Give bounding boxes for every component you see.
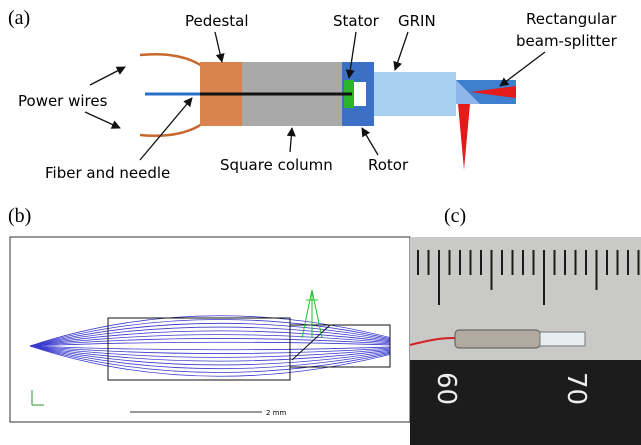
panel-tag: (c) [444,205,466,227]
arrow [215,32,222,62]
panel-tag: (b) [8,205,31,227]
wire [140,54,202,66]
wire [140,124,202,136]
beam [458,104,470,170]
arrow [85,112,120,128]
figure: (a) Pedestal Stator GRIN Rectangular bea… [0,0,641,445]
arrow [395,32,408,70]
arrow [140,98,192,160]
grin-lens [374,72,456,116]
label: Power wires [18,92,108,110]
arrow [362,128,378,155]
ruler-number: 60 [431,372,461,405]
ruler-number: 70 [561,372,591,405]
label: Stator [333,12,380,30]
panel-c: (c) 60 70 [410,205,641,445]
frame [10,237,410,422]
label: Square column [220,156,333,174]
panel-tag: (a) [8,7,30,29]
label: Fiber and needle [45,164,170,182]
label: Rotor [368,156,409,174]
scale-label: 2 mm [266,409,286,417]
panel-b: (b) 2 mm [8,205,410,422]
probe-tip [540,332,585,346]
label: Pedestal [185,12,249,30]
label: beam-splitter [516,32,618,50]
label: GRIN [398,12,436,30]
arrow [290,128,292,152]
probe [455,330,540,348]
arrow [500,52,545,86]
panel-a: (a) Pedestal Stator GRIN Rectangular bea… [8,7,618,182]
arrow [90,67,125,85]
label: Rectangular [526,10,617,28]
